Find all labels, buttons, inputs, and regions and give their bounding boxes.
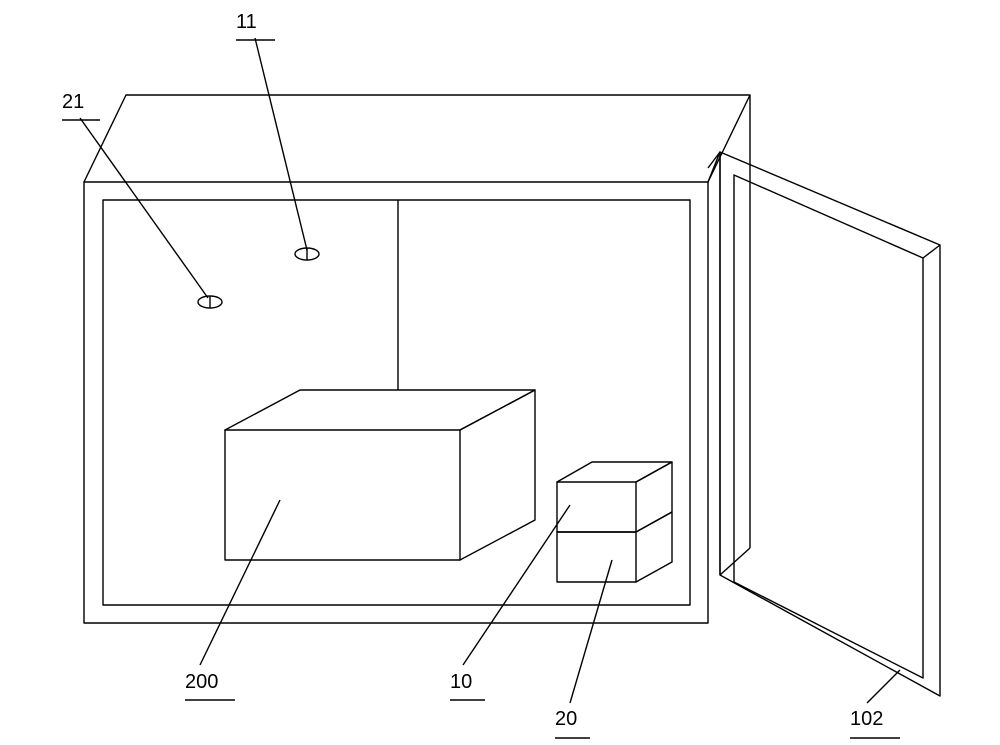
leader-102 [867, 670, 900, 703]
box-20-front [557, 532, 636, 582]
label-11: 11 [236, 11, 257, 33]
cabinet-side-bottom [720, 548, 750, 575]
leader-10 [463, 505, 570, 665]
label-200: 200 [185, 671, 218, 693]
label-10: 10 [450, 671, 472, 693]
box-200-top [225, 390, 535, 430]
label-21: 21 [62, 91, 84, 113]
cabinet-front [84, 182, 708, 623]
box-200-side [460, 390, 535, 560]
cabinet-top [84, 95, 750, 182]
box-20-side [636, 512, 672, 582]
leader-21 [80, 118, 208, 298]
leader-200 [200, 500, 280, 665]
cabinet-cutout-join [708, 152, 720, 182]
label-20: 20 [555, 708, 577, 730]
door-inner [734, 175, 923, 678]
door-thickness-top [923, 245, 940, 258]
cabinet-inner-frame [103, 200, 690, 605]
label-102: 102 [850, 708, 883, 730]
door-outer [720, 152, 940, 696]
leader-11 [255, 38, 307, 250]
